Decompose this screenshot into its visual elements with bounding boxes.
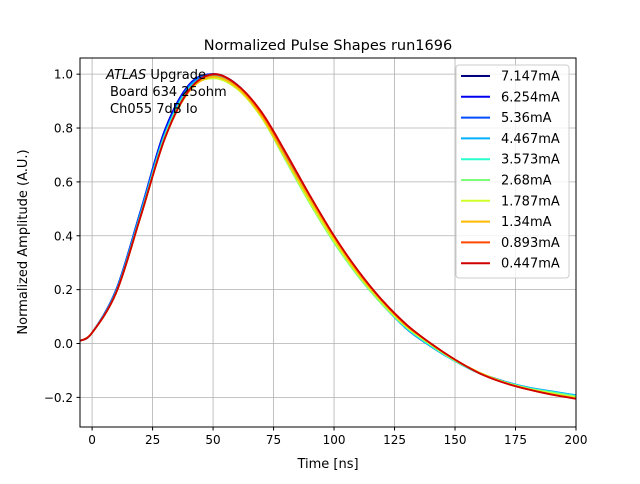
y-tick-label: 0.6	[54, 175, 73, 189]
x-axis-label: Time [ns]	[296, 457, 358, 472]
annotation-board: Board 634 25ohm	[110, 85, 227, 100]
x-tick-label: 175	[504, 433, 527, 447]
x-tick-label: 200	[565, 433, 588, 447]
legend: 7.147mA 6.254mA 5.36mA 4.467mA 3.573mA 2.68mA…	[455, 64, 570, 279]
legend-label: 6.254mA	[501, 90, 560, 105]
annotation: ATLAS Upgrade	[105, 68, 206, 83]
y-tick-label: −0.2	[44, 391, 73, 405]
plot-frame	[79, 57, 577, 428]
legend-label: 1.787mA	[501, 194, 560, 209]
legend-label: 7.147mA	[501, 70, 560, 85]
series-line-0.447mA	[80, 73, 576, 400]
legend-label: 5.36mA	[501, 111, 552, 126]
axis-ticks: 0 25 50 75 100 125 150 175 200 −0.2 0.0 0.2 0.4 0.6 0.…	[44, 68, 588, 447]
x-tick-label: 100	[323, 433, 346, 447]
legend-label: 3.573mA	[501, 153, 560, 168]
legend-label: 1.34mA	[501, 215, 552, 230]
x-tick-label: 25	[145, 433, 160, 447]
y-tick-label: 0.0	[54, 337, 73, 351]
legend-label: 4.467mA	[501, 132, 560, 147]
legend-label: 0.893mA	[501, 236, 560, 251]
legend-label: 2.68mA	[501, 174, 552, 189]
annotation-channel: Ch055 7dB Io	[110, 102, 198, 117]
x-tick-label: 150	[444, 433, 467, 447]
x-tick-label: 0	[88, 433, 96, 447]
y-axis-label: Normalized Amplitude (A.U.)	[16, 149, 31, 334]
x-tick-label: 50	[205, 433, 220, 447]
x-tick-label: 125	[383, 433, 406, 447]
annotation-atlas: ATLAS	[105, 68, 146, 83]
legend-label: 0.447mA	[501, 257, 560, 272]
y-tick-label: 0.2	[54, 283, 73, 297]
y-tick-label: 0.8	[54, 122, 73, 136]
x-tick-label: 75	[266, 433, 281, 447]
y-tick-label: 0.4	[54, 229, 73, 243]
annotation-upgrade: Upgrade	[146, 68, 206, 83]
y-tick-label: 1.0	[54, 68, 73, 82]
series-lines	[80, 73, 576, 400]
chart-title: Normalized Pulse Shapes run1696	[204, 38, 452, 54]
